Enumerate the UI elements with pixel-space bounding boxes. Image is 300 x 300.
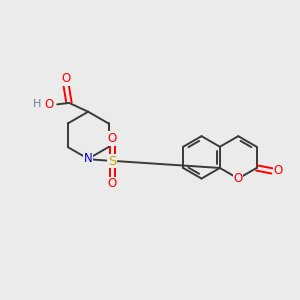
- Text: O: O: [234, 172, 243, 185]
- Text: N: N: [84, 152, 92, 165]
- Text: O: O: [108, 177, 117, 190]
- Text: O: O: [274, 164, 283, 177]
- Text: O: O: [45, 98, 54, 111]
- Text: S: S: [108, 155, 116, 168]
- Text: H: H: [32, 99, 41, 110]
- Text: O: O: [108, 132, 117, 145]
- Text: O: O: [61, 72, 71, 85]
